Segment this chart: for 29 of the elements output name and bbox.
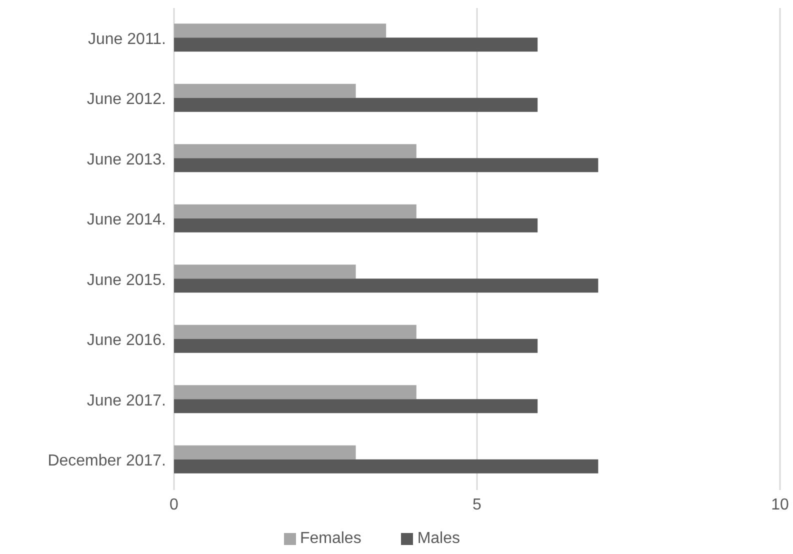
bar xyxy=(174,264,356,279)
y-tick-label: June 2013. xyxy=(86,151,166,168)
legend-label: Females xyxy=(300,530,362,547)
y-tick-label: December 2017. xyxy=(48,452,166,470)
bar xyxy=(174,459,598,474)
bar xyxy=(174,218,538,232)
x-tick-label: 5 xyxy=(472,496,482,514)
x-tick-label: 10 xyxy=(771,496,789,514)
bar xyxy=(174,204,416,218)
bar xyxy=(174,278,598,293)
bar xyxy=(174,38,538,52)
bar xyxy=(174,158,598,172)
bar xyxy=(174,24,386,38)
bar xyxy=(174,98,538,112)
y-tick-label: June 2017. xyxy=(86,392,166,410)
bar xyxy=(174,338,538,353)
bar xyxy=(174,144,416,158)
y-tick-label: June 2012. xyxy=(86,91,166,108)
y-tick-label: June 2011. xyxy=(88,30,166,48)
y-tick-label: June 2014. xyxy=(86,212,166,229)
bar xyxy=(174,84,356,98)
y-tick-label: June 2015. xyxy=(86,272,166,289)
bar xyxy=(174,385,416,400)
y-tick-label: June 2016. xyxy=(86,332,166,350)
bar xyxy=(174,445,356,460)
legend-label: Males xyxy=(417,530,460,547)
x-tick-label: 0 xyxy=(170,496,179,514)
bar xyxy=(174,399,538,414)
bar xyxy=(174,324,416,339)
